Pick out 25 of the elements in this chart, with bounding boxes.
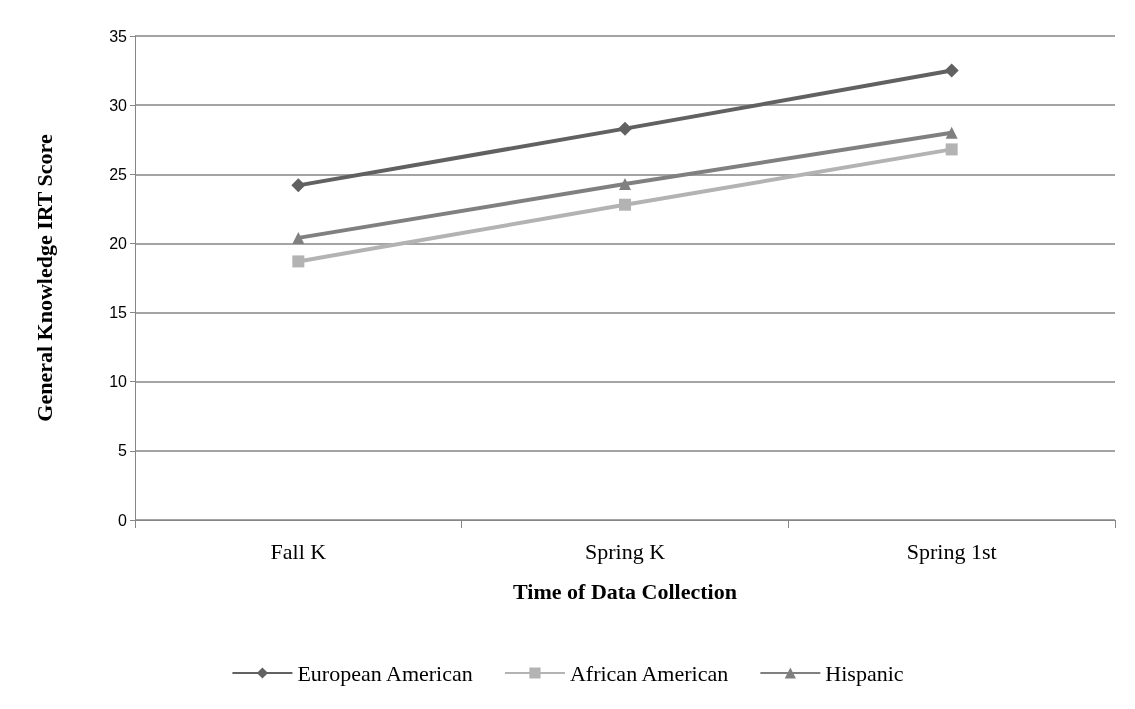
y-tick-label: 30: [109, 96, 128, 114]
point: [945, 143, 958, 156]
legend-label: European American: [297, 660, 473, 686]
x-tick-label: Spring K: [584, 538, 666, 564]
legend-label: African American: [569, 660, 729, 686]
y-tick-label: 20: [109, 234, 128, 252]
y-tick-label: 5: [118, 442, 128, 460]
point: [619, 177, 631, 190]
point: [292, 231, 305, 244]
point: [944, 63, 959, 78]
point: [618, 121, 632, 136]
x-tick-label: Fall K: [270, 538, 327, 564]
y-tick-label: 15: [109, 304, 128, 322]
x-tick-label: Spring 1st: [906, 538, 997, 564]
point: [291, 178, 306, 193]
x-axis-title: Time of Data Collection: [513, 578, 737, 604]
y-axis-title: General Knowledge IRT Score: [31, 134, 57, 422]
y-tick-label: 0: [118, 511, 128, 529]
legend-label: Hispanic: [825, 660, 904, 686]
point: [292, 255, 305, 268]
y-tick-label: 35: [109, 27, 128, 45]
y-tick-label: 10: [109, 373, 128, 391]
y-tick-label: 25: [109, 165, 128, 183]
point: [945, 126, 958, 139]
point: [619, 198, 631, 211]
